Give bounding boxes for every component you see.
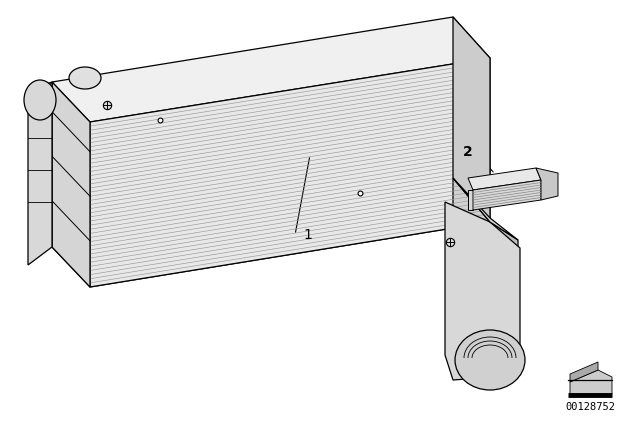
Polygon shape [453,178,490,378]
Polygon shape [90,58,490,287]
Text: 00128752: 00128752 [565,402,615,412]
Polygon shape [445,202,520,380]
Polygon shape [468,190,473,210]
Polygon shape [52,82,90,287]
Text: 1: 1 [303,228,312,242]
Polygon shape [44,82,52,249]
Polygon shape [570,370,612,394]
Polygon shape [453,17,490,222]
Ellipse shape [24,80,56,120]
Polygon shape [536,168,558,200]
Polygon shape [473,180,541,210]
Polygon shape [490,222,518,378]
Polygon shape [52,17,490,122]
Polygon shape [468,168,541,190]
Polygon shape [570,362,598,382]
Polygon shape [52,178,490,287]
Polygon shape [453,178,518,240]
Polygon shape [28,82,52,265]
Text: 2: 2 [463,145,473,159]
Ellipse shape [69,67,101,89]
Ellipse shape [455,330,525,390]
